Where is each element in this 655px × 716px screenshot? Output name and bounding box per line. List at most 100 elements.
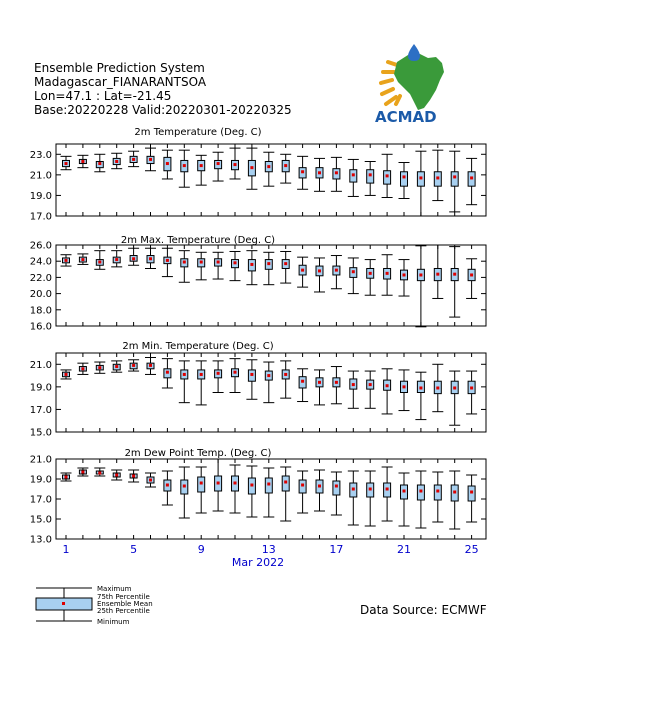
mean-marker (250, 372, 254, 376)
mean-marker (216, 371, 220, 375)
mean-marker (470, 386, 474, 390)
panel-3: 2m Min. Temperature (Deg. C) 21.0 19.0 17.0… (30, 341, 487, 439)
mean-marker (436, 489, 440, 493)
mean-marker (419, 386, 423, 390)
legend-minimum: Minimum (97, 618, 130, 626)
mean-marker (284, 372, 288, 376)
mean-marker (98, 471, 102, 475)
iqr-box (450, 171, 459, 187)
mean-marker (165, 258, 169, 262)
iqr-box (400, 171, 408, 187)
mean-marker (368, 487, 372, 491)
mean-marker (115, 473, 119, 477)
mean-marker (250, 166, 254, 170)
mean-marker (81, 470, 85, 474)
mean-marker (351, 173, 355, 177)
mean-marker (250, 483, 254, 487)
legend-maximum: Maximum (97, 585, 132, 593)
mean-marker (453, 490, 457, 494)
mean-marker (436, 272, 440, 276)
mean-marker (267, 262, 271, 266)
mean-marker (368, 173, 372, 177)
x-axis-month-label: Mar 2022 (232, 556, 284, 569)
y-tick-label: 13.0 (30, 535, 52, 546)
y-tick-label: 20.0 (30, 289, 52, 300)
legend: Maximum 75th Percentile Ensemble Mean 25… (35, 585, 153, 626)
y-tick-label: 16.0 (30, 322, 52, 333)
mean-marker (284, 164, 288, 168)
legend-mean: Ensemble Mean (97, 600, 153, 608)
mean-marker (233, 163, 237, 167)
mean-marker (216, 260, 220, 264)
mean-marker (98, 260, 102, 264)
acmad-logo: ACMAD (375, 44, 444, 126)
y-tick-label: 15.0 (30, 515, 52, 526)
mean-marker (132, 257, 136, 261)
panel-title: 2m Max. Temperature (Deg. C) (121, 235, 275, 246)
mean-marker (233, 481, 237, 485)
panel-4: 2m Dew Point Temp. (Deg. C) 21.0 19.0 17.0 1… (30, 448, 487, 546)
x-tick-label: 5 (130, 543, 137, 556)
mean-marker (419, 489, 423, 493)
mean-marker (453, 386, 457, 390)
x-tick-label: 13 (262, 543, 276, 556)
mean-marker (419, 273, 423, 277)
mean-marker (301, 379, 305, 383)
mean-marker (351, 383, 355, 387)
mean-marker (267, 165, 271, 169)
header-line-1: Ensemble Prediction System (34, 61, 205, 75)
mean-marker (318, 171, 321, 175)
mean-marker (199, 260, 203, 264)
mean-marker (334, 484, 338, 488)
panel-title: 2m Min. Temperature (Deg. C) (122, 341, 273, 352)
x-tick-label: 21 (397, 543, 411, 556)
header-line-2: Madagascar_FIANARANTSOA (34, 75, 207, 89)
mean-marker (216, 162, 220, 166)
mean-marker (98, 366, 102, 370)
x-tick-label: 17 (329, 543, 343, 556)
mean-marker (216, 481, 220, 485)
x-axis: 1 5 9 13 17 21 25 (63, 543, 479, 556)
water-drop-icon (408, 44, 420, 61)
mean-marker (132, 363, 136, 367)
panel-title: 2m Temperature (Deg. C) (134, 127, 261, 138)
y-tick-label: 26.0 (30, 241, 52, 252)
iqr-box (383, 170, 392, 185)
mean-marker (64, 372, 68, 376)
y-tick-label: 17.0 (30, 212, 52, 223)
mean-marker (419, 176, 423, 180)
mean-marker (301, 268, 305, 272)
mean-marker (470, 273, 474, 277)
x-tick-label: 25 (465, 543, 479, 556)
mean-marker (402, 489, 406, 493)
mean-marker (81, 258, 85, 262)
africa-map-icon (394, 54, 444, 110)
mean-marker (334, 171, 338, 175)
mean-marker (318, 484, 321, 488)
data-source: Data Source: ECMWF (360, 603, 487, 617)
y-tick-label: 21.0 (30, 170, 52, 181)
panel-2: 2m Max. Temperature (Deg. C) 26.0 24.0 22.0… (30, 235, 487, 333)
mean-marker (182, 484, 186, 488)
mean-marker (149, 157, 152, 161)
mean-marker (351, 487, 355, 491)
mean-marker (436, 386, 440, 390)
mean-marker (267, 374, 271, 378)
y-tick-label: 19.0 (30, 191, 52, 202)
mean-marker (81, 159, 85, 163)
mean-marker (64, 475, 68, 479)
mean-marker (199, 481, 203, 485)
mean-marker (98, 162, 102, 166)
mean-marker (115, 365, 119, 369)
mean-marker (318, 269, 321, 273)
mean-marker (453, 272, 457, 276)
y-tick-label: 23.0 (30, 150, 52, 161)
iqr-box (332, 480, 341, 496)
mean-marker (334, 268, 338, 272)
iqr-box (366, 169, 375, 184)
mean-marker (267, 482, 271, 486)
mean-marker (132, 157, 136, 161)
y-tick-label: 19.0 (30, 475, 52, 486)
mean-marker (402, 273, 406, 277)
